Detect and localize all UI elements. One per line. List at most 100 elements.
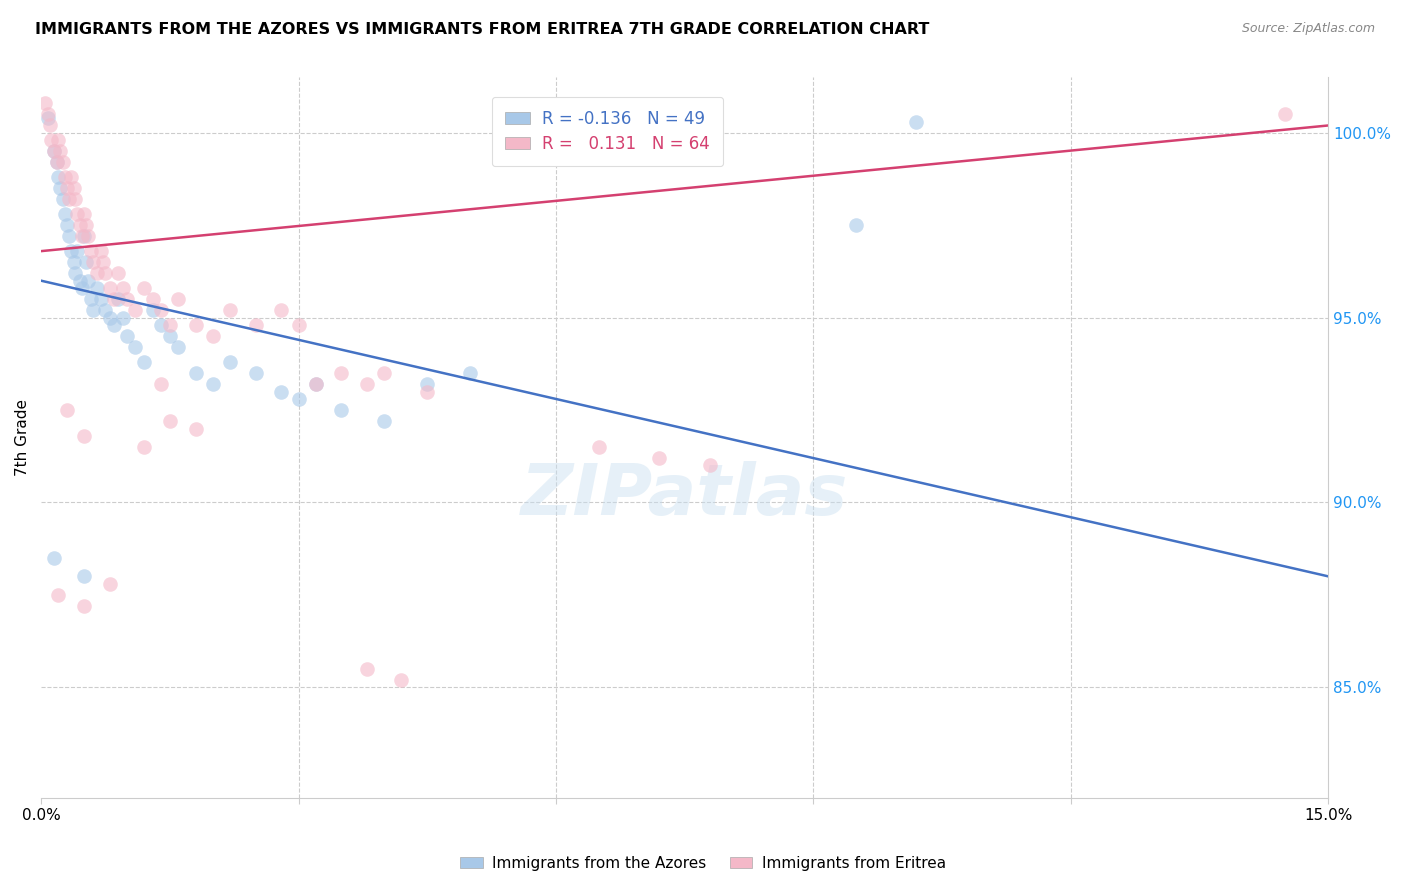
Point <box>132 355 155 369</box>
Point <box>107 292 129 306</box>
Point <box>37 111 59 125</box>
Point <box>49 181 72 195</box>
Point <box>167 340 190 354</box>
Point <box>142 303 165 318</box>
Text: ZIPatlas: ZIPatlas <box>522 461 848 530</box>
Point <box>90 292 112 306</box>
Point <box>270 303 292 318</box>
Point <box>51 193 73 207</box>
Point <box>66 207 89 221</box>
Point <box>37 107 59 121</box>
Point <box>132 281 155 295</box>
Point <box>98 281 121 295</box>
Point <box>69 219 91 233</box>
Point <box>62 181 84 195</box>
Point <box>82 303 104 318</box>
Point <box>330 366 353 380</box>
Point <box>56 181 79 195</box>
Point <box>218 303 240 318</box>
Point <box>159 414 181 428</box>
Point <box>53 207 76 221</box>
Point <box>86 281 108 295</box>
Point <box>73 569 96 583</box>
Point <box>905 115 928 129</box>
Point <box>111 281 134 295</box>
Point <box>65 193 87 207</box>
Text: Source: ZipAtlas.com: Source: ZipAtlas.com <box>1241 22 1375 36</box>
Point <box>245 366 267 380</box>
Point <box>111 310 134 325</box>
Point <box>82 255 104 269</box>
Point <box>90 244 112 259</box>
Point <box>58 229 80 244</box>
Point <box>98 576 121 591</box>
Point <box>356 662 378 676</box>
Point <box>184 366 207 380</box>
Legend: Immigrants from the Azores, Immigrants from Eritrea: Immigrants from the Azores, Immigrants f… <box>454 850 952 877</box>
Point <box>373 366 395 380</box>
Point <box>330 403 353 417</box>
Point <box>41 133 63 147</box>
Point <box>201 377 224 392</box>
Point <box>69 274 91 288</box>
Point <box>56 219 79 233</box>
Point <box>73 599 96 613</box>
Point <box>1274 107 1296 121</box>
Point <box>115 329 138 343</box>
Point <box>38 119 60 133</box>
Point <box>62 255 84 269</box>
Point <box>56 403 79 417</box>
Point <box>80 292 103 306</box>
Point <box>588 440 610 454</box>
Point <box>51 155 73 169</box>
Point <box>184 421 207 435</box>
Point <box>184 318 207 332</box>
Point <box>42 550 65 565</box>
Point <box>287 392 309 406</box>
Point <box>66 244 89 259</box>
Point <box>167 292 190 306</box>
Point <box>287 318 309 332</box>
Point <box>45 155 67 169</box>
Point <box>91 255 114 269</box>
Point <box>699 458 721 473</box>
Point <box>648 451 671 466</box>
Point <box>115 292 138 306</box>
Point <box>86 266 108 280</box>
Point <box>373 414 395 428</box>
Point <box>77 274 100 288</box>
Y-axis label: 7th Grade: 7th Grade <box>15 400 30 476</box>
Point <box>49 145 72 159</box>
Point <box>305 377 328 392</box>
Point <box>60 244 83 259</box>
Point <box>416 384 439 399</box>
Point <box>58 193 80 207</box>
Point <box>159 329 181 343</box>
Point <box>46 133 69 147</box>
Point <box>150 303 173 318</box>
Point <box>73 207 96 221</box>
Point <box>75 255 97 269</box>
Point <box>218 355 240 369</box>
Point <box>42 145 65 159</box>
Point <box>150 377 173 392</box>
Point <box>124 303 146 318</box>
Point <box>45 155 67 169</box>
Point <box>94 303 117 318</box>
Legend: R = -0.136   N = 49, R =   0.131   N = 64: R = -0.136 N = 49, R = 0.131 N = 64 <box>492 96 723 166</box>
Point <box>201 329 224 343</box>
Point <box>80 244 103 259</box>
Point <box>305 377 328 392</box>
Point <box>46 588 69 602</box>
Point <box>124 340 146 354</box>
Point <box>53 170 76 185</box>
Point <box>270 384 292 399</box>
Point <box>98 310 121 325</box>
Point <box>72 229 94 244</box>
Point <box>132 440 155 454</box>
Point <box>46 170 69 185</box>
Point <box>75 219 97 233</box>
Point <box>73 229 96 244</box>
Point <box>72 281 94 295</box>
Point <box>103 318 125 332</box>
